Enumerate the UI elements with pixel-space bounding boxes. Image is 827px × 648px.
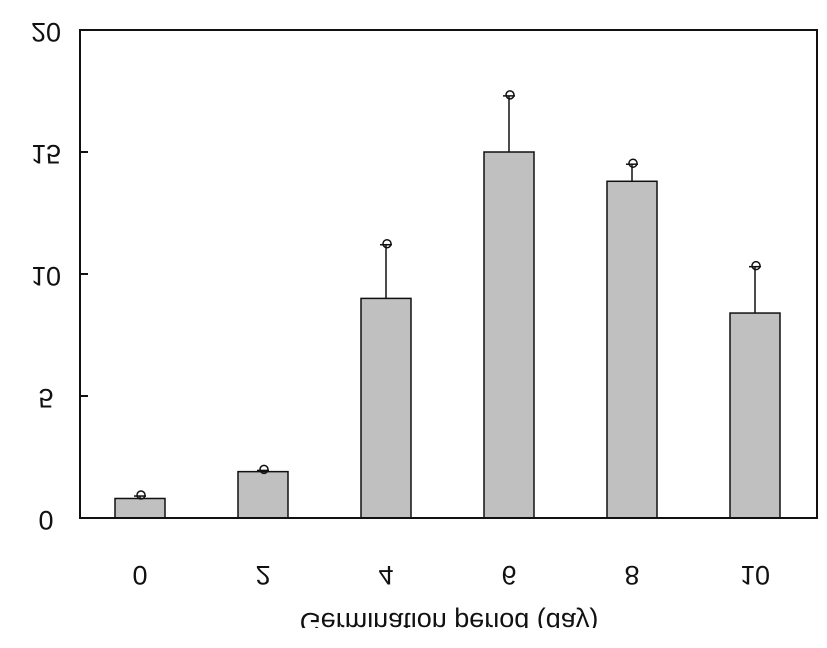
x-axis-tick-labels: 0 2 4 6 8 10 — [132, 560, 770, 590]
error-bars — [134, 90, 761, 500]
error-marker-8 — [628, 158, 638, 168]
x-tick-label-4: 4 — [378, 560, 393, 590]
x-tick-label-8: 8 — [624, 560, 639, 590]
bar-2 — [237, 470, 289, 519]
x-tick-label-2: 2 — [255, 560, 270, 590]
y-axis-ticks: 0 5 10 15 20 — [31, 17, 88, 535]
error-marker-4 — [382, 238, 392, 249]
error-marker-6 — [505, 90, 515, 100]
x-axis-label: Germination period (day) — [300, 607, 599, 628]
x-tick-label-0: 0 — [132, 560, 147, 590]
error-marker-0 — [136, 490, 146, 500]
x-tick-label-10: 10 — [740, 560, 770, 590]
x-tick-label-6: 6 — [501, 560, 516, 590]
plot-frame — [79, 29, 818, 519]
bar-8 — [606, 180, 658, 519]
y-tick-label: 5 — [38, 383, 53, 413]
bar-4 — [360, 297, 412, 519]
y-tick-label: 10 — [31, 261, 61, 291]
bar-6 — [483, 151, 535, 519]
bar-10 — [729, 312, 781, 519]
bars — [114, 151, 781, 519]
y-tick-label: 15 — [31, 139, 61, 169]
bar-chart: 0 5 10 15 20 0 2 4 6 8 10 Germination period (day… — [31, 17, 818, 628]
bar-0 — [114, 497, 166, 519]
y-tick-label: 0 — [38, 505, 53, 535]
cropped-caption-strip — [0, 628, 827, 648]
error-marker-10 — [751, 260, 761, 271]
y-tick-label: 20 — [31, 17, 61, 47]
error-marker-2 — [259, 464, 269, 475]
